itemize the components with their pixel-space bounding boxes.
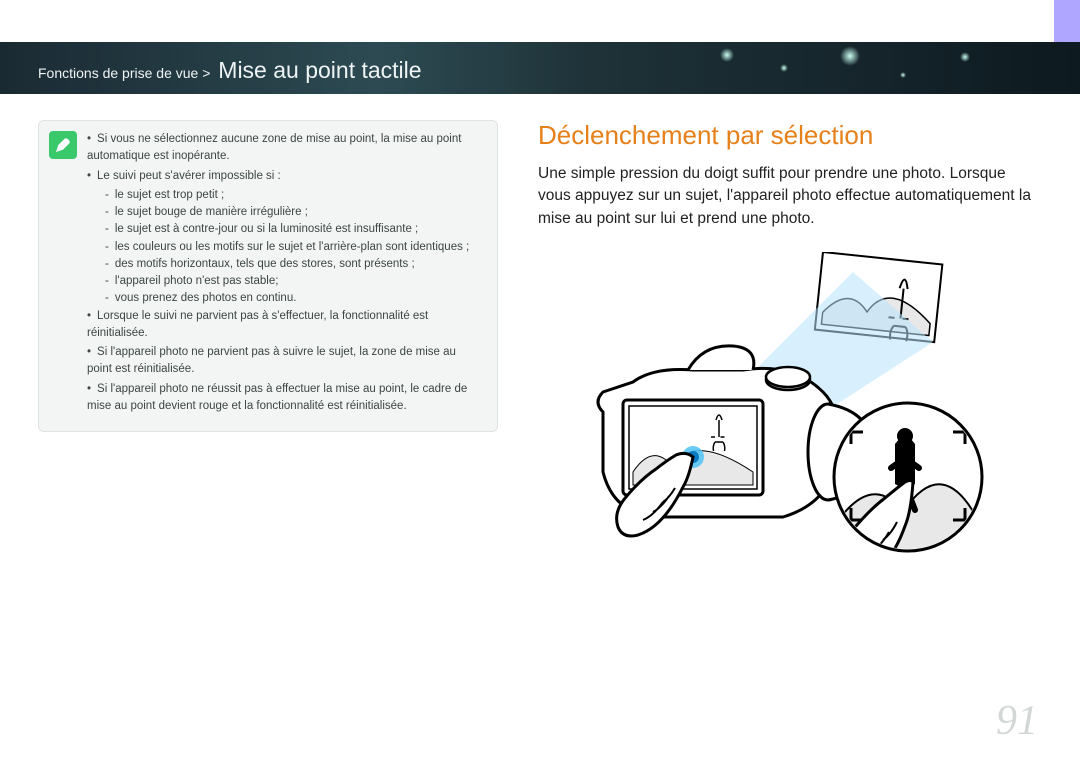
note-subitem: le sujet est trop petit ;: [105, 187, 483, 204]
note-item: Lorsque le suivi ne parvient pas à s'eff…: [87, 308, 483, 343]
note-subitem: les couleurs ou les motifs sur le sujet …: [105, 239, 483, 256]
breadcrumb: Fonctions de prise de vue > Mise au poin…: [38, 57, 422, 84]
section-heading: Déclenchement par sélection: [538, 120, 1038, 151]
note-box: Si vous ne sélectionnez aucune zone de m…: [38, 120, 498, 432]
touch-shutter-illustration: [538, 252, 1038, 592]
page-header-banner: Fonctions de prise de vue > Mise au poin…: [0, 42, 1080, 94]
note-item: Si vous ne sélectionnez aucune zone de m…: [87, 131, 483, 166]
note-content: Si vous ne sélectionnez aucune zone de m…: [87, 131, 483, 417]
note-subitem: le sujet est à contre-jour ou si la lumi…: [105, 221, 483, 238]
note-item: Le suivi peut s'avérer impossible si :: [87, 168, 483, 185]
page-title: Mise au point tactile: [218, 57, 421, 83]
section-tab: [1054, 0, 1080, 44]
section-body: Une simple pression du doigt suffit pour…: [538, 163, 1038, 230]
note-subitem: des motifs horizontaux, tels que des sto…: [105, 256, 483, 273]
page-number: 91: [996, 697, 1038, 745]
note-subitem: l'appareil photo n'est pas stable;: [105, 273, 483, 290]
note-item: Si l'appareil photo ne parvient pas à su…: [87, 344, 483, 379]
breadcrumb-prefix: Fonctions de prise de vue >: [38, 65, 210, 81]
note-subitem: vous prenez des photos en continu.: [105, 290, 483, 307]
note-item: Si l'appareil photo ne réussit pas à eff…: [87, 381, 483, 416]
note-subitem: le sujet bouge de manière irrégulière ;: [105, 204, 483, 221]
pen-icon: [49, 131, 77, 159]
